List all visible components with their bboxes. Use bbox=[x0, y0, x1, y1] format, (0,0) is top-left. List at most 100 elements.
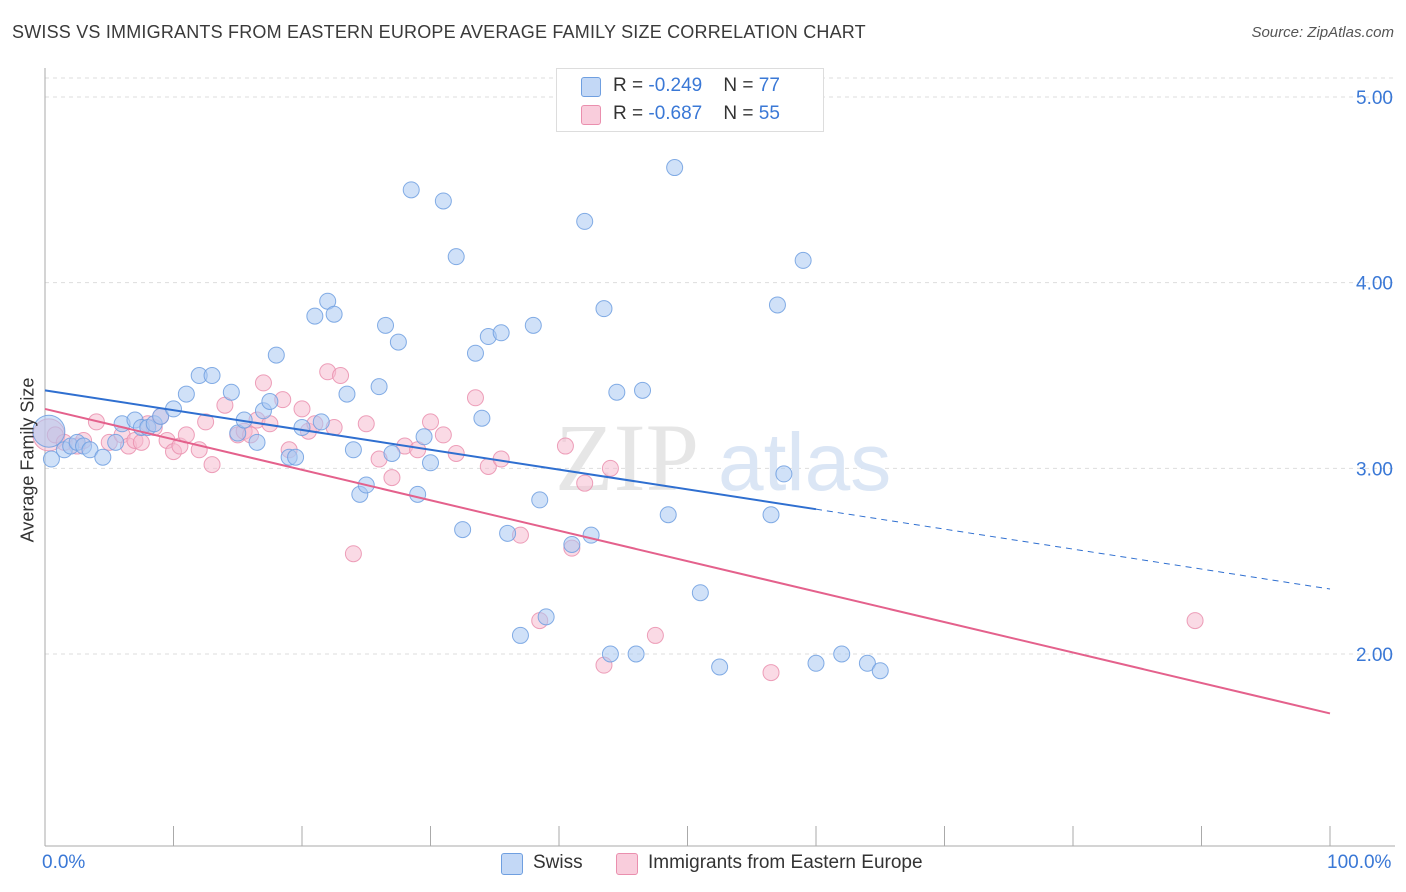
legend-text-swiss: R = -0.249 N = 77 bbox=[613, 75, 780, 97]
swiss-point bbox=[537, 608, 555, 626]
immigrants-point bbox=[332, 367, 350, 384]
y-axis-label: Average Family Size bbox=[17, 377, 38, 543]
legend-n-value: 77 bbox=[758, 75, 780, 96]
x-tick-label-max: 100.0% bbox=[1327, 852, 1392, 873]
legend-r-label: R = bbox=[613, 103, 649, 124]
swiss-point bbox=[312, 413, 330, 431]
swiss-point bbox=[531, 491, 549, 509]
swiss-point bbox=[858, 654, 876, 672]
immigrants-point bbox=[203, 456, 221, 474]
y-tick-label: 3.00 bbox=[1356, 459, 1393, 480]
watermark-zip: ZIP bbox=[555, 404, 699, 511]
correlation-legend: R = -0.249 N = 77 R = -0.687 N = 55 bbox=[556, 68, 824, 132]
swiss-point bbox=[267, 346, 285, 364]
legend-swatch-swiss bbox=[581, 77, 601, 97]
immigrants-point bbox=[344, 545, 362, 563]
watermark: ZIP atlas bbox=[555, 404, 891, 511]
legend-r-label: R = bbox=[613, 75, 649, 96]
watermark-atlas: atlas bbox=[718, 417, 891, 508]
y-tick-labels: 2.00 3.00 4.00 5.00 bbox=[1356, 88, 1393, 666]
swiss-point bbox=[81, 441, 99, 459]
swiss-point bbox=[511, 626, 529, 644]
series-swatch-immigrants bbox=[616, 853, 638, 875]
immigrants-point bbox=[1186, 612, 1204, 630]
swiss-trend-extension bbox=[815, 508, 1331, 590]
swiss-point bbox=[666, 159, 684, 177]
swiss-point bbox=[608, 383, 626, 401]
trend-lines bbox=[44, 389, 1331, 715]
swiss-point bbox=[659, 506, 677, 524]
immigrants-point bbox=[576, 474, 594, 492]
immigrants-point bbox=[466, 389, 484, 407]
chart-source: Source: ZipAtlas.com bbox=[1251, 24, 1394, 41]
swiss-point bbox=[833, 645, 851, 663]
series-label-immigrants: Immigrants from Eastern Europe bbox=[648, 852, 923, 873]
immigrants-point bbox=[293, 400, 311, 418]
swiss-point bbox=[370, 378, 388, 396]
swiss-point bbox=[306, 307, 324, 325]
swiss-point bbox=[601, 645, 619, 663]
legend-n-value: 55 bbox=[758, 103, 780, 124]
swiss-point bbox=[409, 485, 427, 503]
immigrants-point bbox=[422, 413, 439, 431]
swiss-point bbox=[775, 465, 793, 483]
swiss-point bbox=[473, 409, 491, 427]
swiss-point bbox=[634, 381, 652, 399]
swiss-point bbox=[794, 251, 812, 269]
swiss-point bbox=[383, 444, 401, 462]
series-label-swiss: Swiss bbox=[533, 852, 583, 873]
series-swatch-swiss bbox=[501, 853, 523, 875]
swiss-point bbox=[42, 450, 60, 468]
swiss-point bbox=[711, 658, 729, 676]
immigrants-point bbox=[762, 664, 780, 682]
swiss-point bbox=[377, 316, 395, 334]
immigrants-point bbox=[197, 413, 215, 431]
immigrants-point bbox=[357, 415, 375, 433]
immigrants-point bbox=[601, 459, 619, 477]
swiss-point bbox=[563, 535, 581, 553]
swiss-point bbox=[524, 316, 542, 334]
immigrants-point bbox=[383, 469, 401, 487]
swiss-point bbox=[293, 418, 311, 436]
swiss-point bbox=[344, 441, 362, 459]
swiss-point bbox=[466, 344, 484, 362]
y-tick-label: 5.00 bbox=[1356, 88, 1393, 109]
swiss-point bbox=[338, 385, 356, 403]
legend-text-immigrants: R = -0.687 N = 55 bbox=[613, 103, 780, 125]
swiss-point bbox=[389, 333, 407, 351]
swiss-point bbox=[177, 385, 195, 403]
legend-n-label: N = bbox=[723, 103, 759, 124]
swiss-point bbox=[94, 448, 112, 466]
swiss-point bbox=[807, 654, 825, 672]
immigrants-trend-line bbox=[44, 407, 1331, 715]
swiss-point bbox=[576, 212, 594, 230]
y-tick-label: 4.00 bbox=[1356, 274, 1393, 295]
gridlines bbox=[45, 77, 1395, 655]
swiss-point bbox=[402, 181, 420, 199]
swiss-point bbox=[768, 296, 786, 314]
swiss-point bbox=[492, 324, 510, 342]
data-points bbox=[32, 159, 1204, 682]
chart-title: SWISS VS IMMIGRANTS FROM EASTERN EUROPE … bbox=[12, 22, 866, 42]
swiss-point bbox=[499, 524, 517, 542]
swiss-point bbox=[762, 506, 780, 524]
immigrants-point bbox=[132, 433, 150, 451]
swiss-point bbox=[627, 645, 645, 663]
swiss-point bbox=[691, 584, 709, 602]
swiss-point bbox=[871, 662, 889, 680]
swiss-point bbox=[595, 300, 613, 318]
x-tick-label-min: 0.0% bbox=[42, 852, 86, 873]
legend-r-value: -0.249 bbox=[648, 75, 703, 96]
swiss-point bbox=[222, 383, 240, 401]
swiss-point bbox=[325, 305, 343, 323]
swiss-point bbox=[447, 248, 465, 266]
legend-r-value: -0.687 bbox=[648, 103, 703, 124]
swiss-point bbox=[248, 433, 266, 451]
swiss-point bbox=[415, 428, 433, 446]
swiss-trend-line bbox=[44, 389, 817, 511]
axes bbox=[44, 68, 1395, 847]
swiss-point bbox=[261, 392, 279, 410]
swiss-point bbox=[582, 526, 600, 544]
swiss-point bbox=[32, 414, 66, 448]
immigrants-point bbox=[434, 426, 452, 444]
